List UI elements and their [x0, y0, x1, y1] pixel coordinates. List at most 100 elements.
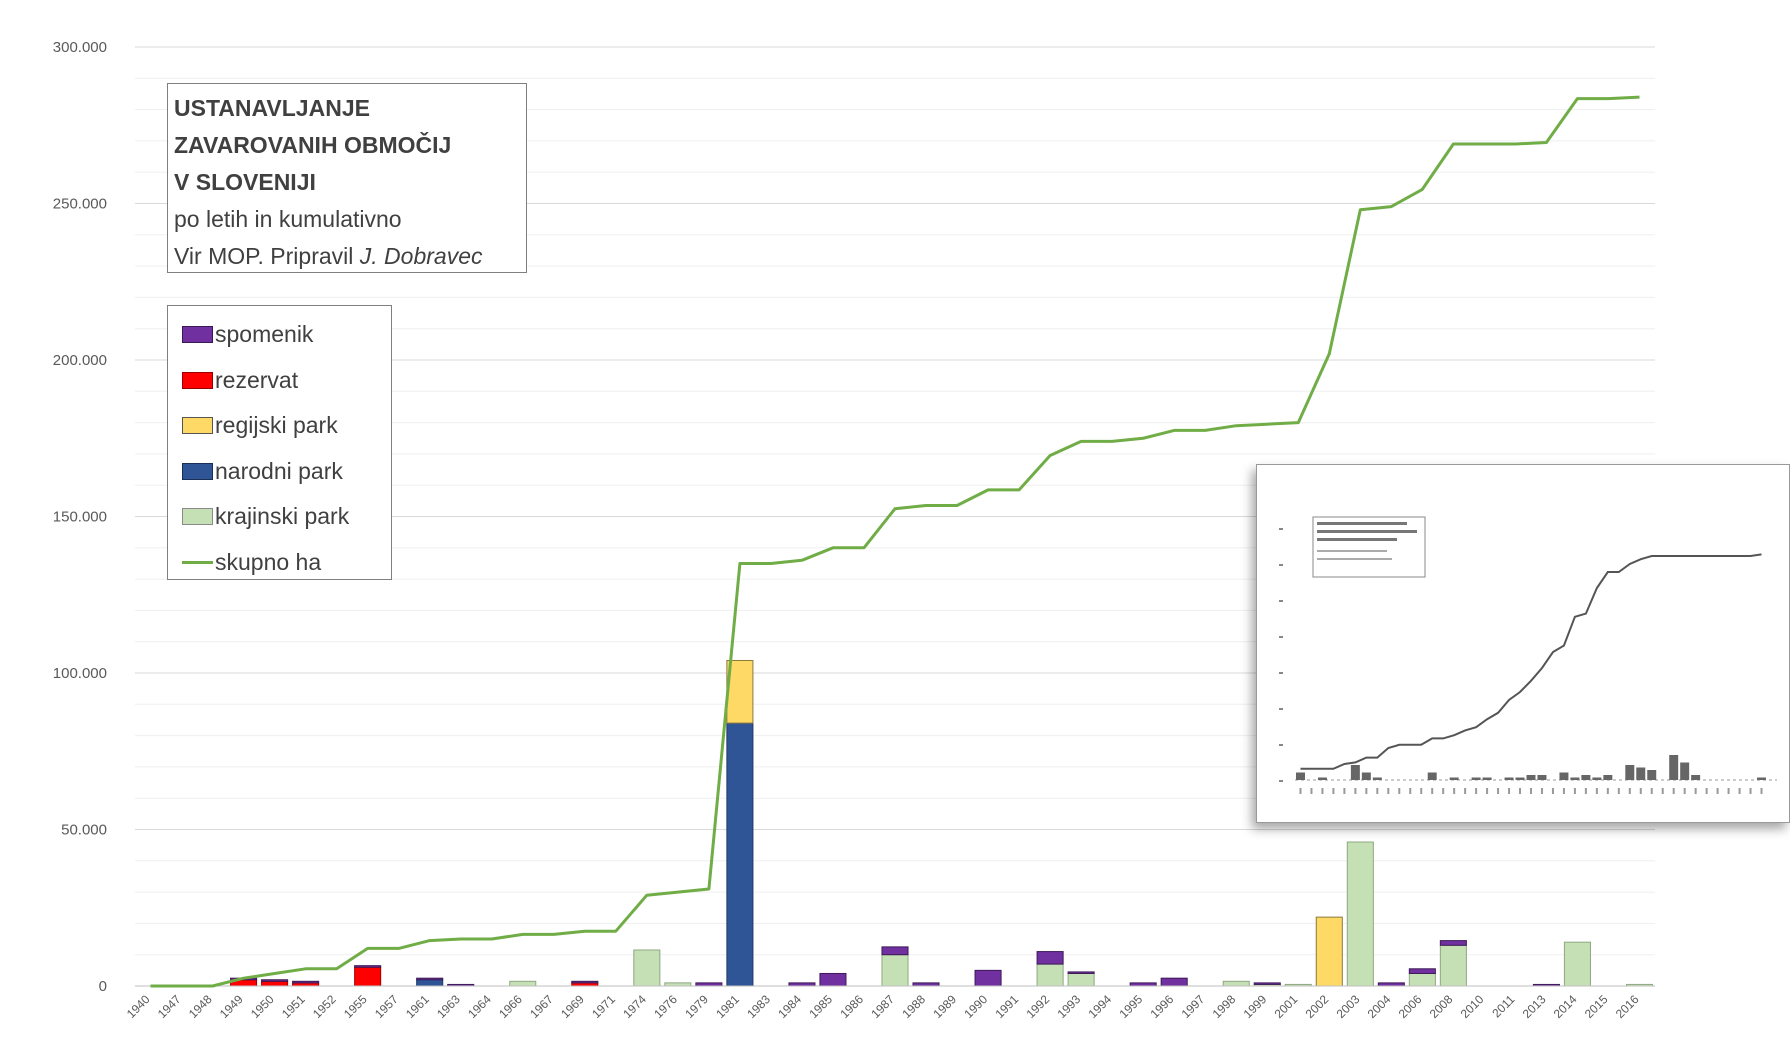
inset-bar — [1647, 770, 1657, 780]
x-tick-label-1966: 1966 — [496, 992, 525, 1021]
x-tick-label-2001: 2001 — [1272, 992, 1301, 1021]
x-tick-label-1947: 1947 — [155, 992, 184, 1021]
inset-bar — [1504, 777, 1514, 780]
x-tick-label-1961: 1961 — [403, 992, 432, 1021]
inset-x-tick — [1486, 788, 1489, 794]
inset-x-tick — [1497, 788, 1500, 794]
inset-x-tick — [1650, 788, 1653, 794]
inset-x-tick — [1420, 788, 1423, 794]
inset-x-tick — [1705, 788, 1708, 794]
inset-x-tick — [1573, 788, 1576, 794]
x-tick-label-1967: 1967 — [527, 992, 556, 1021]
inset-bar — [1680, 762, 1690, 780]
inset-x-tick — [1540, 788, 1543, 794]
inset-bar — [1537, 775, 1547, 780]
legend-item-rezervat: rezervat — [182, 358, 383, 404]
y-tick-label: 300.000 — [53, 39, 107, 56]
legend-label-spomenik: spomenik — [215, 321, 314, 348]
inset-x-tick — [1562, 788, 1565, 794]
x-tick-label-1991: 1991 — [992, 992, 1021, 1021]
bar-regijski-park-2002 — [1315, 916, 1343, 987]
chart-title-line-2: ZAVAROVANIH OBMOČIJ — [174, 132, 452, 158]
inset-x-tick — [1464, 788, 1467, 794]
bar-krajinski-park-2014 — [1563, 941, 1591, 987]
legend-item-spomenik: spomenik — [182, 312, 383, 358]
x-tick-label-1997: 1997 — [1179, 992, 1208, 1021]
inset-y-ticks — [1279, 528, 1283, 782]
bar-regijski-park-1981 — [726, 659, 754, 724]
x-tick-label-2010: 2010 — [1458, 992, 1487, 1021]
inset-y-tick — [1279, 528, 1283, 530]
inset-chart — [1279, 516, 1777, 794]
y-tick-label: 250.000 — [53, 196, 107, 213]
inset-x-tick — [1672, 788, 1675, 794]
chart-subtitle-line-1: po letih in kumulativno — [174, 206, 402, 232]
x-tick-label-2002: 2002 — [1303, 992, 1332, 1021]
inset-bar — [1515, 777, 1525, 780]
bar-narodni-park-1981 — [726, 722, 754, 987]
bar-krajinski-park-2003 — [1346, 841, 1374, 987]
x-tick-label-2006: 2006 — [1396, 992, 1425, 1021]
x-tick-label-1987: 1987 — [868, 992, 897, 1021]
x-tick-label-1950: 1950 — [248, 992, 277, 1021]
inset-x-ticks — [1299, 788, 1763, 794]
cumulative-line — [150, 95, 1640, 988]
bar-rezervat-1950 — [261, 980, 289, 987]
inset-thumbnail-chart — [1256, 464, 1790, 823]
x-tick-label-1985: 1985 — [806, 992, 835, 1021]
bar-spomenik-1961 — [416, 977, 444, 981]
inset-x-tick — [1387, 788, 1390, 794]
bar-krajinski-park-1966 — [509, 980, 537, 987]
y-tick-label: 200.000 — [53, 352, 107, 369]
x-tick-label-2004: 2004 — [1365, 992, 1394, 1021]
inset-x-tick — [1475, 788, 1478, 794]
inset-x-tick — [1321, 788, 1324, 794]
inset-x-tick — [1661, 788, 1664, 794]
legend-swatch-skupno-ha — [182, 560, 213, 564]
x-tick-label-1996: 1996 — [1148, 992, 1177, 1021]
x-tick-label-1964: 1964 — [465, 992, 494, 1021]
bar-krajinski-park-2006 — [1408, 972, 1436, 987]
inset-x-tick — [1453, 788, 1456, 794]
inset-bar — [1636, 767, 1646, 780]
line-skupno-ha — [150, 95, 1640, 988]
inset-title-text-5 — [1317, 558, 1392, 560]
x-tick-label-1994: 1994 — [1085, 992, 1114, 1021]
inset-x-tick — [1431, 788, 1434, 794]
inset-bar — [1526, 775, 1536, 780]
legend-item-krajinski-park: krajinski park — [182, 494, 383, 540]
bar-spomenik-2006 — [1408, 968, 1436, 974]
bar-spomenik-1951 — [292, 980, 320, 984]
y-tick-label: 0 — [99, 978, 107, 995]
legend-swatch-krajinski-park — [182, 508, 213, 526]
inset-x-tick — [1299, 788, 1302, 794]
x-tick-label-1952: 1952 — [310, 992, 339, 1021]
bar-spomenik-1990 — [974, 969, 1002, 987]
author-name: J. Dobravec — [359, 243, 483, 269]
chart-subtitle-line-2: Vir MOP. Pripravil J. Dobravec — [174, 238, 520, 275]
x-tick-label-1969: 1969 — [558, 992, 587, 1021]
inset-title-text-3 — [1317, 538, 1397, 541]
x-tick-label-1986: 1986 — [837, 992, 866, 1021]
inset-x-tick — [1749, 788, 1752, 794]
inset-x-tick — [1332, 788, 1335, 794]
legend-label-regijski-park: regijski park — [215, 412, 338, 439]
bar-krajinski-park-1998 — [1222, 980, 1250, 987]
inset-x-tick — [1617, 788, 1620, 794]
legend-swatch-spomenik — [182, 326, 213, 344]
chart-title-line-1: USTANAVLJANJE — [174, 95, 370, 121]
inset-title-box — [1312, 516, 1426, 578]
inset-bars — [1296, 755, 1766, 780]
inset-x-tick — [1727, 788, 1730, 794]
x-tick-label-1990: 1990 — [961, 992, 990, 1021]
x-tick-label-2003: 2003 — [1334, 992, 1363, 1021]
x-tick-label-1995: 1995 — [1117, 992, 1146, 1021]
bars — [230, 659, 1654, 987]
x-tick-label-2016: 2016 — [1613, 992, 1642, 1021]
inset-cumulative-line — [1300, 553, 1762, 770]
inset-bar — [1427, 772, 1437, 780]
x-tick-label-1999: 1999 — [1241, 992, 1270, 1021]
x-tick-label-1940: 1940 — [124, 992, 153, 1021]
x-tick-label-1993: 1993 — [1054, 992, 1083, 1021]
